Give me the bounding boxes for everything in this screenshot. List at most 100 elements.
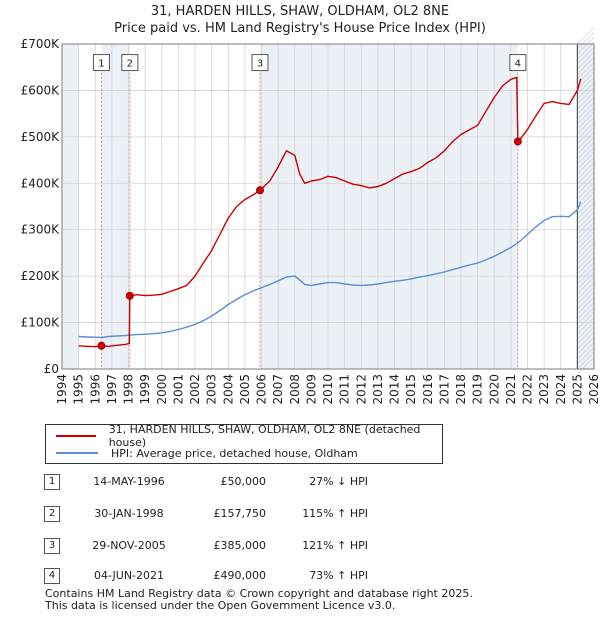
footer-licence: This data is licensed under the Open Gov…	[45, 599, 396, 612]
hpi-series-line	[78, 201, 582, 339]
x-tick-label: 1999	[138, 374, 152, 405]
annotation-box	[121, 54, 139, 72]
annotation-box	[251, 54, 269, 72]
y-tick-label: £100K	[21, 316, 61, 330]
hatch-line	[577, 292, 595, 310]
x-tick-label: 2009	[304, 374, 318, 405]
transaction-price: £50,000	[220, 475, 267, 488]
chart-subtitle: Price paid vs. HM Land Registry's House …	[114, 21, 486, 36]
annotation-label: 1	[98, 59, 104, 70]
transaction-number: 1	[44, 474, 60, 490]
hatch-line	[577, 32, 595, 50]
hatch-line	[577, 177, 595, 195]
plot-frame	[61, 43, 595, 370]
transaction-hpi: 121% ↑ HPI	[302, 539, 368, 552]
y-tick-label: £400K	[21, 176, 61, 190]
hatch-line	[577, 347, 595, 365]
x-tick-label: 2015	[404, 374, 418, 405]
x-tick-label: 2005	[238, 374, 252, 405]
hatch-line	[577, 287, 595, 305]
transaction-date: 04-JUN-2021	[93, 569, 165, 582]
x-tick-label: 2021	[504, 374, 518, 405]
hatch-line	[577, 242, 595, 260]
sale-point	[513, 137, 522, 146]
table-row: 3 29-NOV-2005 £385,000 121% ↑ HPI	[44, 538, 384, 554]
legend-item-property: 31, HARDEN HILLS, SHAW, OLDHAM, OL2 8NE …	[56, 423, 442, 449]
x-tick-label: 2018	[454, 374, 468, 405]
transaction-date: 30-JAN-1998	[94, 507, 164, 520]
hatch-line	[577, 317, 595, 335]
annotation-box	[92, 54, 110, 72]
hatch-line	[577, 327, 595, 345]
hatch-line	[577, 147, 595, 165]
x-tick-label: 2016	[421, 374, 435, 405]
x-tick-label: 2004	[221, 374, 235, 405]
hatch-line	[577, 152, 595, 170]
transaction-number: 2	[44, 506, 60, 522]
hatch-line	[577, 77, 595, 95]
transaction-hpi: 27% ↓ HPI	[309, 475, 368, 488]
hatch-line	[577, 222, 595, 240]
sale-point	[125, 291, 134, 300]
hatch-line	[577, 187, 595, 205]
legend-label-property: 31, HARDEN HILLS, SHAW, OLDHAM, OL2 8NE …	[108, 423, 421, 449]
y-tick-label: £200K	[21, 269, 61, 283]
y-tick-label: £500K	[21, 130, 61, 144]
x-tick-label: 2001	[171, 374, 185, 405]
hatch-line	[577, 117, 595, 135]
legend-swatch-hpi	[56, 452, 98, 454]
hatch-line	[577, 97, 595, 115]
hatch-line	[577, 237, 595, 255]
legend-item-hpi: HPI: Average price, detached house, Oldh…	[56, 445, 358, 461]
annotation-box	[509, 54, 527, 72]
hatch-line	[577, 167, 595, 185]
hatch-line	[577, 247, 595, 265]
shaded-period	[260, 44, 518, 369]
hatch-line	[577, 357, 595, 375]
y-tick-label: £700K	[21, 37, 61, 51]
footer: Contains HM Land Registry data © Crown c…	[45, 588, 473, 612]
price-chart: 1 2 3 4 £0 £100K £200K £300K £400K £500K £600K £700…	[21, 27, 600, 405]
x-tick-label: 2003	[205, 374, 219, 405]
hatch-line	[577, 337, 595, 355]
x-tick-label: 1998	[122, 374, 136, 405]
transaction-price: £490,000	[213, 569, 267, 582]
hatch-line	[577, 112, 595, 130]
hatch-line	[577, 267, 595, 285]
sale-point	[97, 341, 106, 350]
legend: 31, HARDEN HILLS, SHAW, OLDHAM, OL2 8NE …	[45, 423, 443, 464]
hatch-line	[577, 312, 595, 330]
hatch-line	[577, 132, 595, 150]
hatch-line	[577, 232, 595, 250]
transaction-number: 3	[44, 538, 60, 554]
hatch-line	[577, 192, 595, 210]
hatch-line	[577, 257, 595, 275]
hatch-line	[577, 307, 595, 325]
transaction-date: 14-MAY-1996	[93, 475, 165, 488]
hatch-line	[577, 342, 595, 360]
x-tick-label: 2007	[271, 374, 285, 405]
hatch-line	[577, 142, 595, 160]
property-series-line	[78, 76, 582, 348]
x-tick-label: 2002	[188, 374, 202, 405]
hatch-line	[577, 332, 595, 350]
x-tick-label: 2024	[554, 374, 568, 405]
hatch-line	[577, 297, 595, 315]
shaded-period	[101, 44, 130, 369]
hatch-line	[577, 172, 595, 190]
shaded-period	[62, 44, 79, 369]
hatch-line	[577, 157, 595, 175]
footer-copyright: Contains HM Land Registry data © Crown c…	[45, 587, 473, 600]
hatch-line	[577, 282, 595, 300]
hatch-line	[577, 72, 595, 90]
x-tick-label: 2011	[338, 374, 352, 405]
hatch-line	[577, 52, 595, 70]
x-tick-label: 2017	[437, 374, 451, 405]
x-tick-label: 2012	[354, 374, 368, 405]
y-tick-label: £0	[44, 362, 59, 376]
transaction-hpi: 115% ↑ HPI	[302, 507, 368, 520]
hatch-line	[577, 62, 595, 80]
x-tick-label: 2019	[471, 374, 485, 405]
hatch-line	[577, 272, 595, 290]
y-tick-label: £300K	[21, 223, 61, 237]
